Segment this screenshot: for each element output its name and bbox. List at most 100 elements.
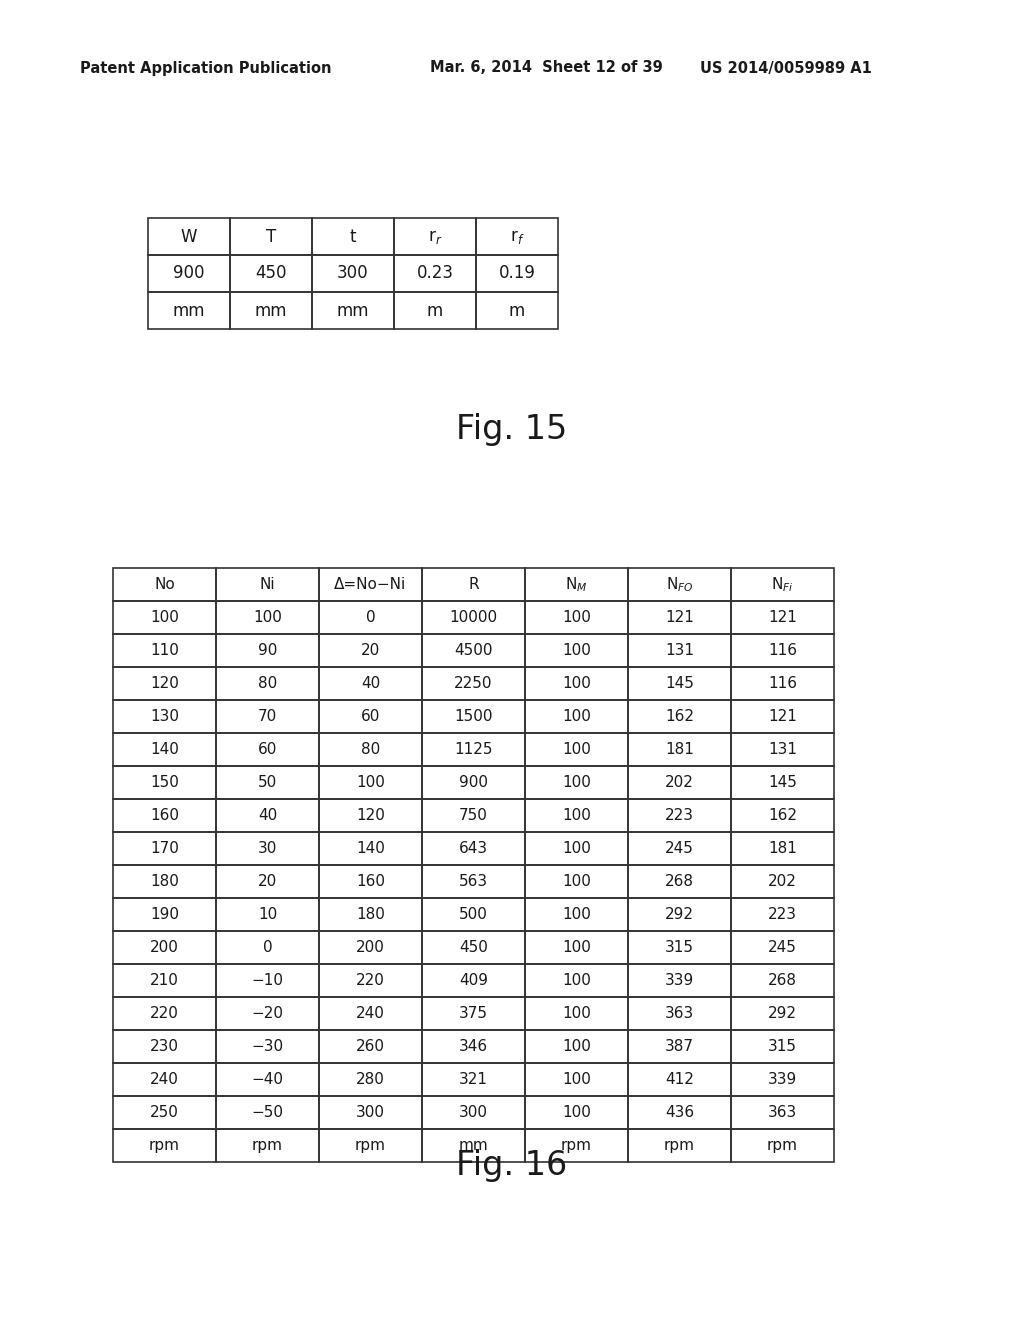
Text: 100: 100 <box>151 610 179 624</box>
Bar <box>113 634 216 667</box>
Bar <box>731 667 834 700</box>
Text: 50: 50 <box>258 775 278 789</box>
Bar <box>628 898 731 931</box>
Bar <box>216 700 319 733</box>
Text: 363: 363 <box>665 1006 694 1020</box>
Bar <box>113 799 216 832</box>
Text: 220: 220 <box>151 1006 179 1020</box>
Bar <box>731 733 834 766</box>
Text: 375: 375 <box>459 1006 488 1020</box>
Text: r$_r$: r$_r$ <box>428 227 442 246</box>
Text: 181: 181 <box>665 742 694 756</box>
Text: 180: 180 <box>151 874 179 888</box>
Text: 162: 162 <box>665 709 694 723</box>
Text: 0: 0 <box>366 610 376 624</box>
Bar <box>113 931 216 964</box>
Bar <box>319 601 422 634</box>
Text: 0.23: 0.23 <box>417 264 454 282</box>
Bar <box>525 1096 628 1129</box>
Text: Δ=No−Ni: Δ=No−Ni <box>335 577 407 591</box>
Bar <box>628 1129 731 1162</box>
Text: 200: 200 <box>356 940 385 954</box>
Bar <box>731 1030 834 1063</box>
Text: 1500: 1500 <box>455 709 493 723</box>
Text: 100: 100 <box>562 973 591 987</box>
Text: −30: −30 <box>252 1039 284 1053</box>
Bar <box>216 766 319 799</box>
Bar <box>113 997 216 1030</box>
Bar <box>525 1129 628 1162</box>
Bar <box>731 931 834 964</box>
Text: 250: 250 <box>151 1105 179 1119</box>
Bar <box>525 898 628 931</box>
Bar <box>216 865 319 898</box>
Bar <box>216 634 319 667</box>
Bar <box>628 733 731 766</box>
Text: rpm: rpm <box>561 1138 592 1152</box>
Bar <box>216 1129 319 1162</box>
Text: rpm: rpm <box>355 1138 386 1152</box>
Bar <box>628 634 731 667</box>
Text: −20: −20 <box>252 1006 284 1020</box>
Text: 315: 315 <box>768 1039 797 1053</box>
Text: Patent Application Publication: Patent Application Publication <box>80 61 332 75</box>
Bar <box>476 292 558 329</box>
Bar <box>113 766 216 799</box>
Text: Ni: Ni <box>260 577 275 591</box>
Text: mm: mm <box>255 301 288 319</box>
Text: 260: 260 <box>356 1039 385 1053</box>
Text: 210: 210 <box>151 973 179 987</box>
Bar <box>628 700 731 733</box>
Bar <box>216 1030 319 1063</box>
Text: Fig. 16: Fig. 16 <box>457 1148 567 1181</box>
Text: 180: 180 <box>356 907 385 921</box>
Bar <box>394 292 476 329</box>
Text: 140: 140 <box>151 742 179 756</box>
Text: rpm: rpm <box>664 1138 695 1152</box>
Text: 100: 100 <box>562 841 591 855</box>
Text: 2250: 2250 <box>455 676 493 690</box>
Bar <box>422 1096 525 1129</box>
Bar <box>422 964 525 997</box>
Bar <box>422 766 525 799</box>
Text: 202: 202 <box>665 775 694 789</box>
Bar <box>216 964 319 997</box>
Bar <box>525 634 628 667</box>
Text: 120: 120 <box>356 808 385 822</box>
Text: 100: 100 <box>562 940 591 954</box>
Text: T: T <box>266 227 276 246</box>
Text: −40: −40 <box>252 1072 284 1086</box>
Bar <box>113 1129 216 1162</box>
Bar <box>312 218 394 255</box>
Text: 900: 900 <box>173 264 205 282</box>
Text: 300: 300 <box>459 1105 488 1119</box>
Text: 170: 170 <box>151 841 179 855</box>
Text: 200: 200 <box>151 940 179 954</box>
Text: 292: 292 <box>665 907 694 921</box>
Text: 292: 292 <box>768 1006 797 1020</box>
Bar <box>731 766 834 799</box>
Text: 60: 60 <box>360 709 380 723</box>
Bar <box>731 997 834 1030</box>
Text: t: t <box>350 227 356 246</box>
Text: 100: 100 <box>562 907 591 921</box>
Bar <box>731 1063 834 1096</box>
Text: mm: mm <box>173 301 205 319</box>
Bar <box>525 799 628 832</box>
Bar <box>628 1063 731 1096</box>
Bar <box>525 997 628 1030</box>
Bar <box>113 832 216 865</box>
Bar <box>113 1063 216 1096</box>
Text: N$_M$: N$_M$ <box>565 576 588 594</box>
Text: r$_f$: r$_f$ <box>510 227 524 246</box>
Bar <box>422 700 525 733</box>
Text: 150: 150 <box>151 775 179 789</box>
Text: 223: 223 <box>768 907 797 921</box>
Bar <box>113 700 216 733</box>
Text: 130: 130 <box>150 709 179 723</box>
Bar <box>731 898 834 931</box>
Bar <box>628 865 731 898</box>
Bar <box>422 1129 525 1162</box>
Text: −10: −10 <box>252 973 284 987</box>
Bar <box>216 898 319 931</box>
